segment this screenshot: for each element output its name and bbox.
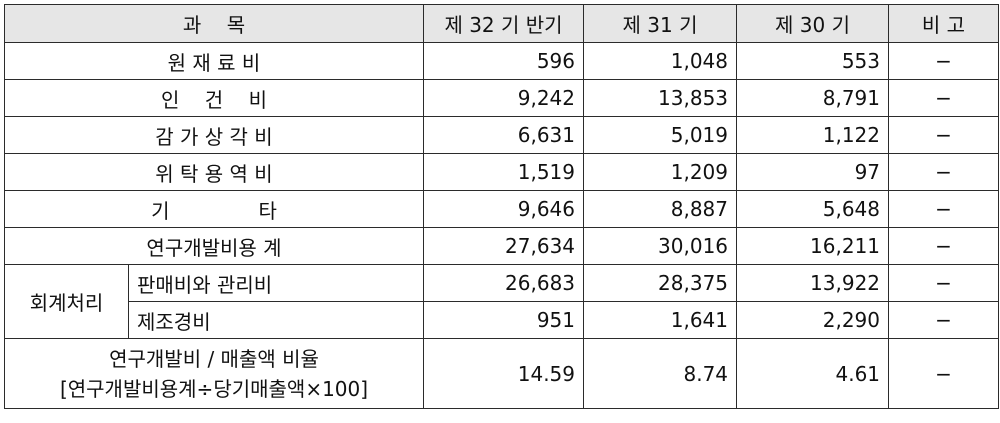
value-cell: 26,683: [423, 264, 585, 302]
value-cell: 13,853: [583, 79, 738, 117]
value-cell: 1,048: [583, 42, 738, 80]
value-cell: 6,631: [423, 116, 585, 154]
value-cell: 596: [423, 42, 585, 80]
value-cell: 28,375: [583, 264, 738, 302]
note-cell: −: [888, 116, 1000, 154]
table-row: 감 가 상 각 비 6,631 5,019 1,122 −: [3, 116, 1000, 154]
table-row: 인 건 비 9,242 13,853 8,791 −: [3, 79, 1000, 117]
header-note: 비 고: [888, 4, 1000, 43]
ratio-label-line1: 연구개발비 / 매출액 비율: [109, 346, 319, 371]
ratio-label: 연구개발비 / 매출액 비율 [연구개발비용계÷당기매출액×100]: [3, 338, 425, 409]
note-cell: −: [888, 264, 1000, 302]
value-cell: 1,641: [583, 301, 738, 339]
note-cell: −: [888, 227, 1000, 265]
value-cell: 8.74: [583, 338, 738, 409]
row-label: 감 가 상 각 비: [3, 116, 425, 154]
header-item: 과 목: [3, 4, 425, 43]
value-cell: 30,016: [583, 227, 738, 265]
value-cell: 13,922: [736, 264, 890, 302]
value-cell: 14.59: [423, 338, 585, 409]
value-cell: 8,791: [736, 79, 890, 117]
value-cell: 16,211: [736, 227, 890, 265]
row-label: 기 타: [3, 190, 425, 228]
value-cell: 1,122: [736, 116, 890, 154]
note-cell: −: [888, 79, 1000, 117]
row-label: 위 탁 용 역 비: [3, 153, 425, 191]
header-row: 과 목 제 32 기 반기 제 31 기 제 30 기 비 고: [3, 4, 1000, 43]
table-row: 제조경비 951 1,641 2,290 −: [5, 301, 1000, 339]
total-row: 연구개발비용 계 27,634 30,016 16,211 −: [3, 227, 1000, 265]
value-cell: 27,634: [423, 227, 585, 265]
value-cell: 9,242: [423, 79, 585, 117]
value-cell: 951: [423, 301, 585, 339]
row-label: 제조경비: [127, 301, 425, 339]
note-cell: −: [888, 301, 1000, 339]
header-period-32: 제 32 기 반기: [423, 4, 585, 43]
value-cell: 5,648: [736, 190, 890, 228]
table-row: 기 타 9,646 8,887 5,648 −: [3, 190, 1000, 228]
note-cell: −: [888, 153, 1000, 191]
note-cell: −: [888, 42, 1000, 80]
table-row: 위 탁 용 역 비 1,519 1,209 97 −: [3, 153, 1000, 191]
value-cell: 97: [736, 153, 890, 191]
value-cell: 5,019: [583, 116, 738, 154]
header-period-31: 제 31 기: [583, 4, 738, 43]
value-cell: 8,887: [583, 190, 738, 228]
value-cell: 2,290: [736, 301, 890, 339]
table-row: 원 재 료 비 596 1,048 553 −: [3, 42, 1000, 80]
row-label: 판매비와 관리비: [127, 264, 425, 302]
value-cell: 553: [736, 42, 890, 80]
row-label: 원 재 료 비: [3, 42, 425, 80]
note-cell: −: [888, 338, 1000, 409]
header-period-30: 제 30 기: [736, 4, 890, 43]
note-cell: −: [888, 190, 1000, 228]
accounting-group-label: 회계처리: [4, 264, 129, 339]
value-cell: 4.61: [736, 338, 890, 409]
rnd-expense-table: 과 목 제 32 기 반기 제 31 기 제 30 기 비 고 원 재 료 비 …: [3, 4, 1000, 409]
row-label: 인 건 비: [3, 79, 425, 117]
row-label: 연구개발비용 계: [3, 227, 425, 265]
table-row: 회계처리 판매비와 관리비 26,683 28,375 13,922 −: [4, 264, 1000, 339]
ratio-label-line2: [연구개발비용계÷당기매출액×100]: [59, 376, 369, 401]
value-cell: 1,209: [583, 153, 738, 191]
value-cell: 1,519: [423, 153, 585, 191]
ratio-row: 연구개발비 / 매출액 비율 [연구개발비용계÷당기매출액×100] 14.59…: [3, 338, 1000, 409]
value-cell: 9,646: [423, 190, 585, 228]
